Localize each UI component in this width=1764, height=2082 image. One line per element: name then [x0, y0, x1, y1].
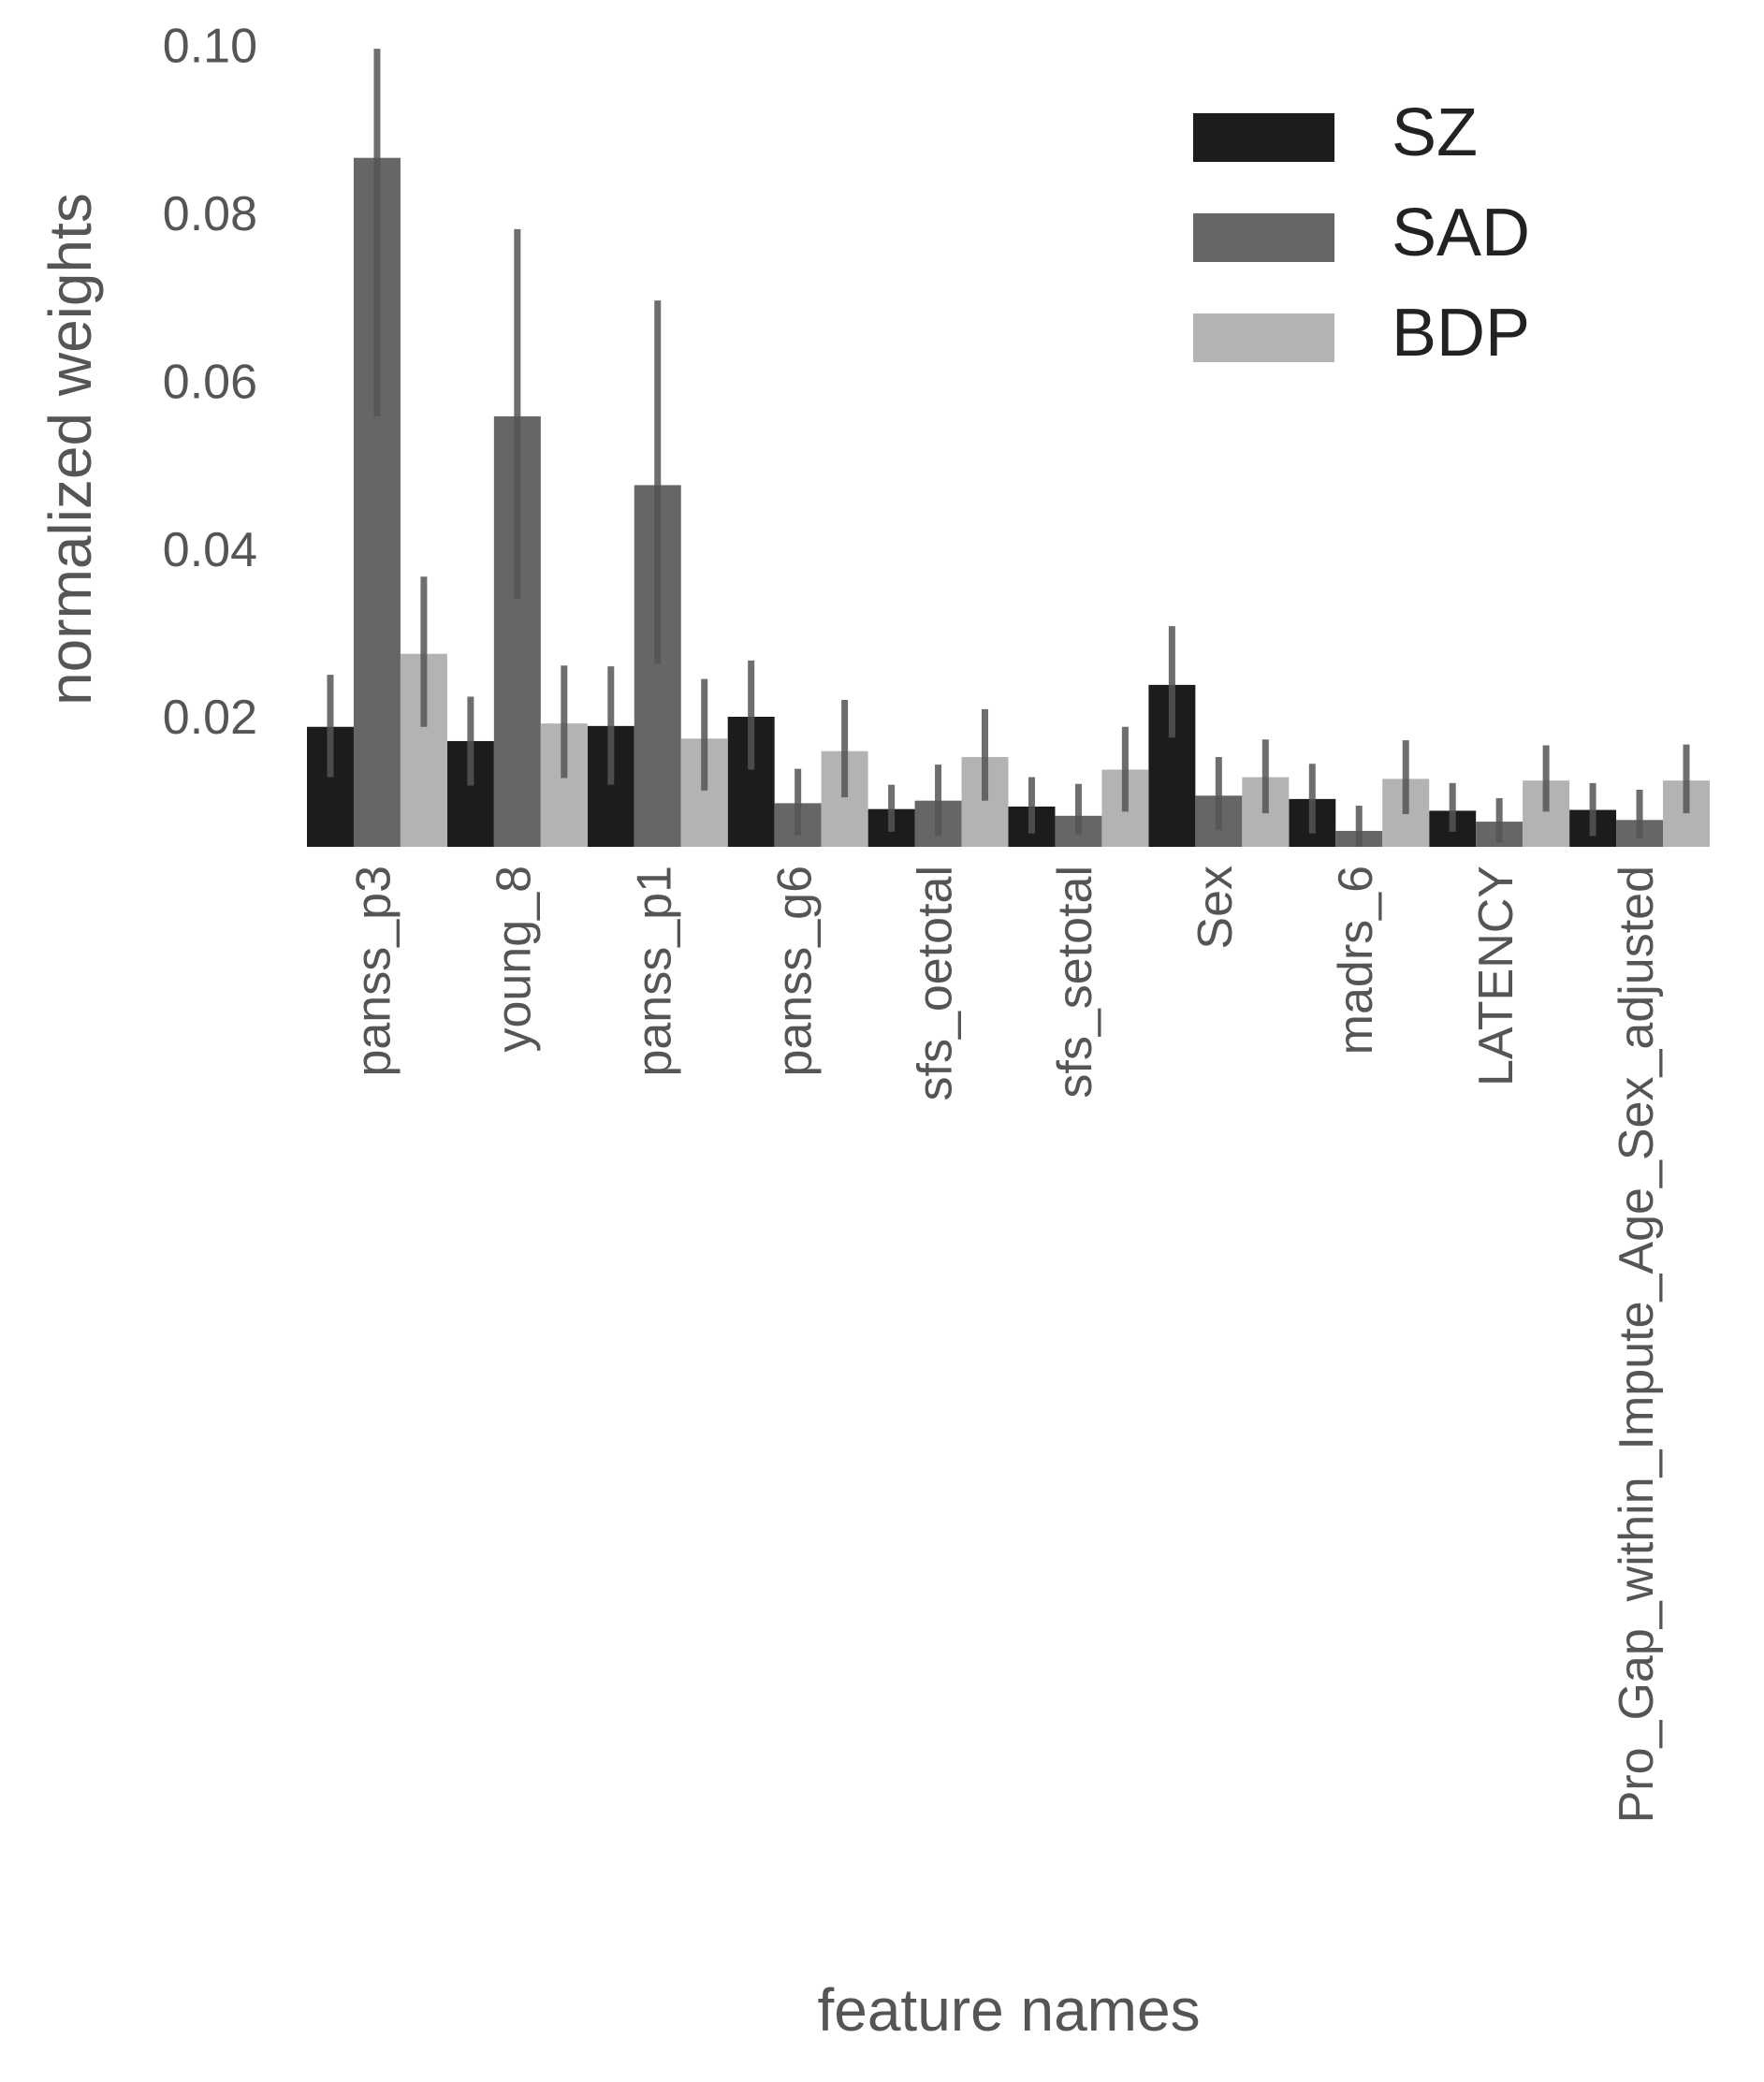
legend-label-sad: SAD: [1392, 196, 1530, 270]
x-tick-label: panss_g6: [767, 866, 822, 1077]
y-tick-label: 0.08: [163, 187, 257, 241]
x-axis-ticks: panss_p3 young_8 panss_p1 panss_g6 sfs_oetot…: [347, 866, 1664, 1823]
errorbars-layer: [327, 49, 1690, 847]
bars-layer: [307, 157, 1710, 847]
x-axis-label: feature names: [817, 1976, 1200, 2044]
y-axis-ticks: 0.02 0.04 0.06 0.08 0.10: [163, 20, 257, 745]
legend: SZ SAD BDP: [1193, 95, 1530, 371]
y-tick-label: 0.06: [163, 355, 257, 409]
legend-label-sz: SZ: [1392, 95, 1478, 170]
x-tick-label: sfs_oetotal: [908, 866, 962, 1101]
legend-swatch-sad: [1193, 213, 1334, 262]
x-tick-label: madrs_6: [1329, 866, 1383, 1055]
x-tick-label: LATENCY: [1469, 866, 1523, 1086]
x-tick-label: Sex: [1188, 866, 1243, 950]
legend-label-bdp: BDP: [1392, 296, 1530, 371]
y-tick-label: 0.10: [163, 20, 257, 74]
x-tick-label: panss_p1: [627, 866, 681, 1077]
x-tick-label: young_8: [488, 866, 542, 1053]
y-tick-label: 0.02: [163, 691, 257, 745]
legend-swatch-bdp: [1193, 313, 1334, 362]
x-tick-label: sfs_setotal: [1048, 866, 1102, 1099]
y-tick-label: 0.04: [163, 523, 257, 577]
x-tick-label: panss_p3: [347, 866, 401, 1077]
y-axis-label: normalized weights: [36, 193, 104, 706]
legend-swatch-sz: [1193, 113, 1334, 162]
x-tick-label: Pro_Gap_within_Impute_Age_Sex_adjusted: [1610, 866, 1664, 1823]
